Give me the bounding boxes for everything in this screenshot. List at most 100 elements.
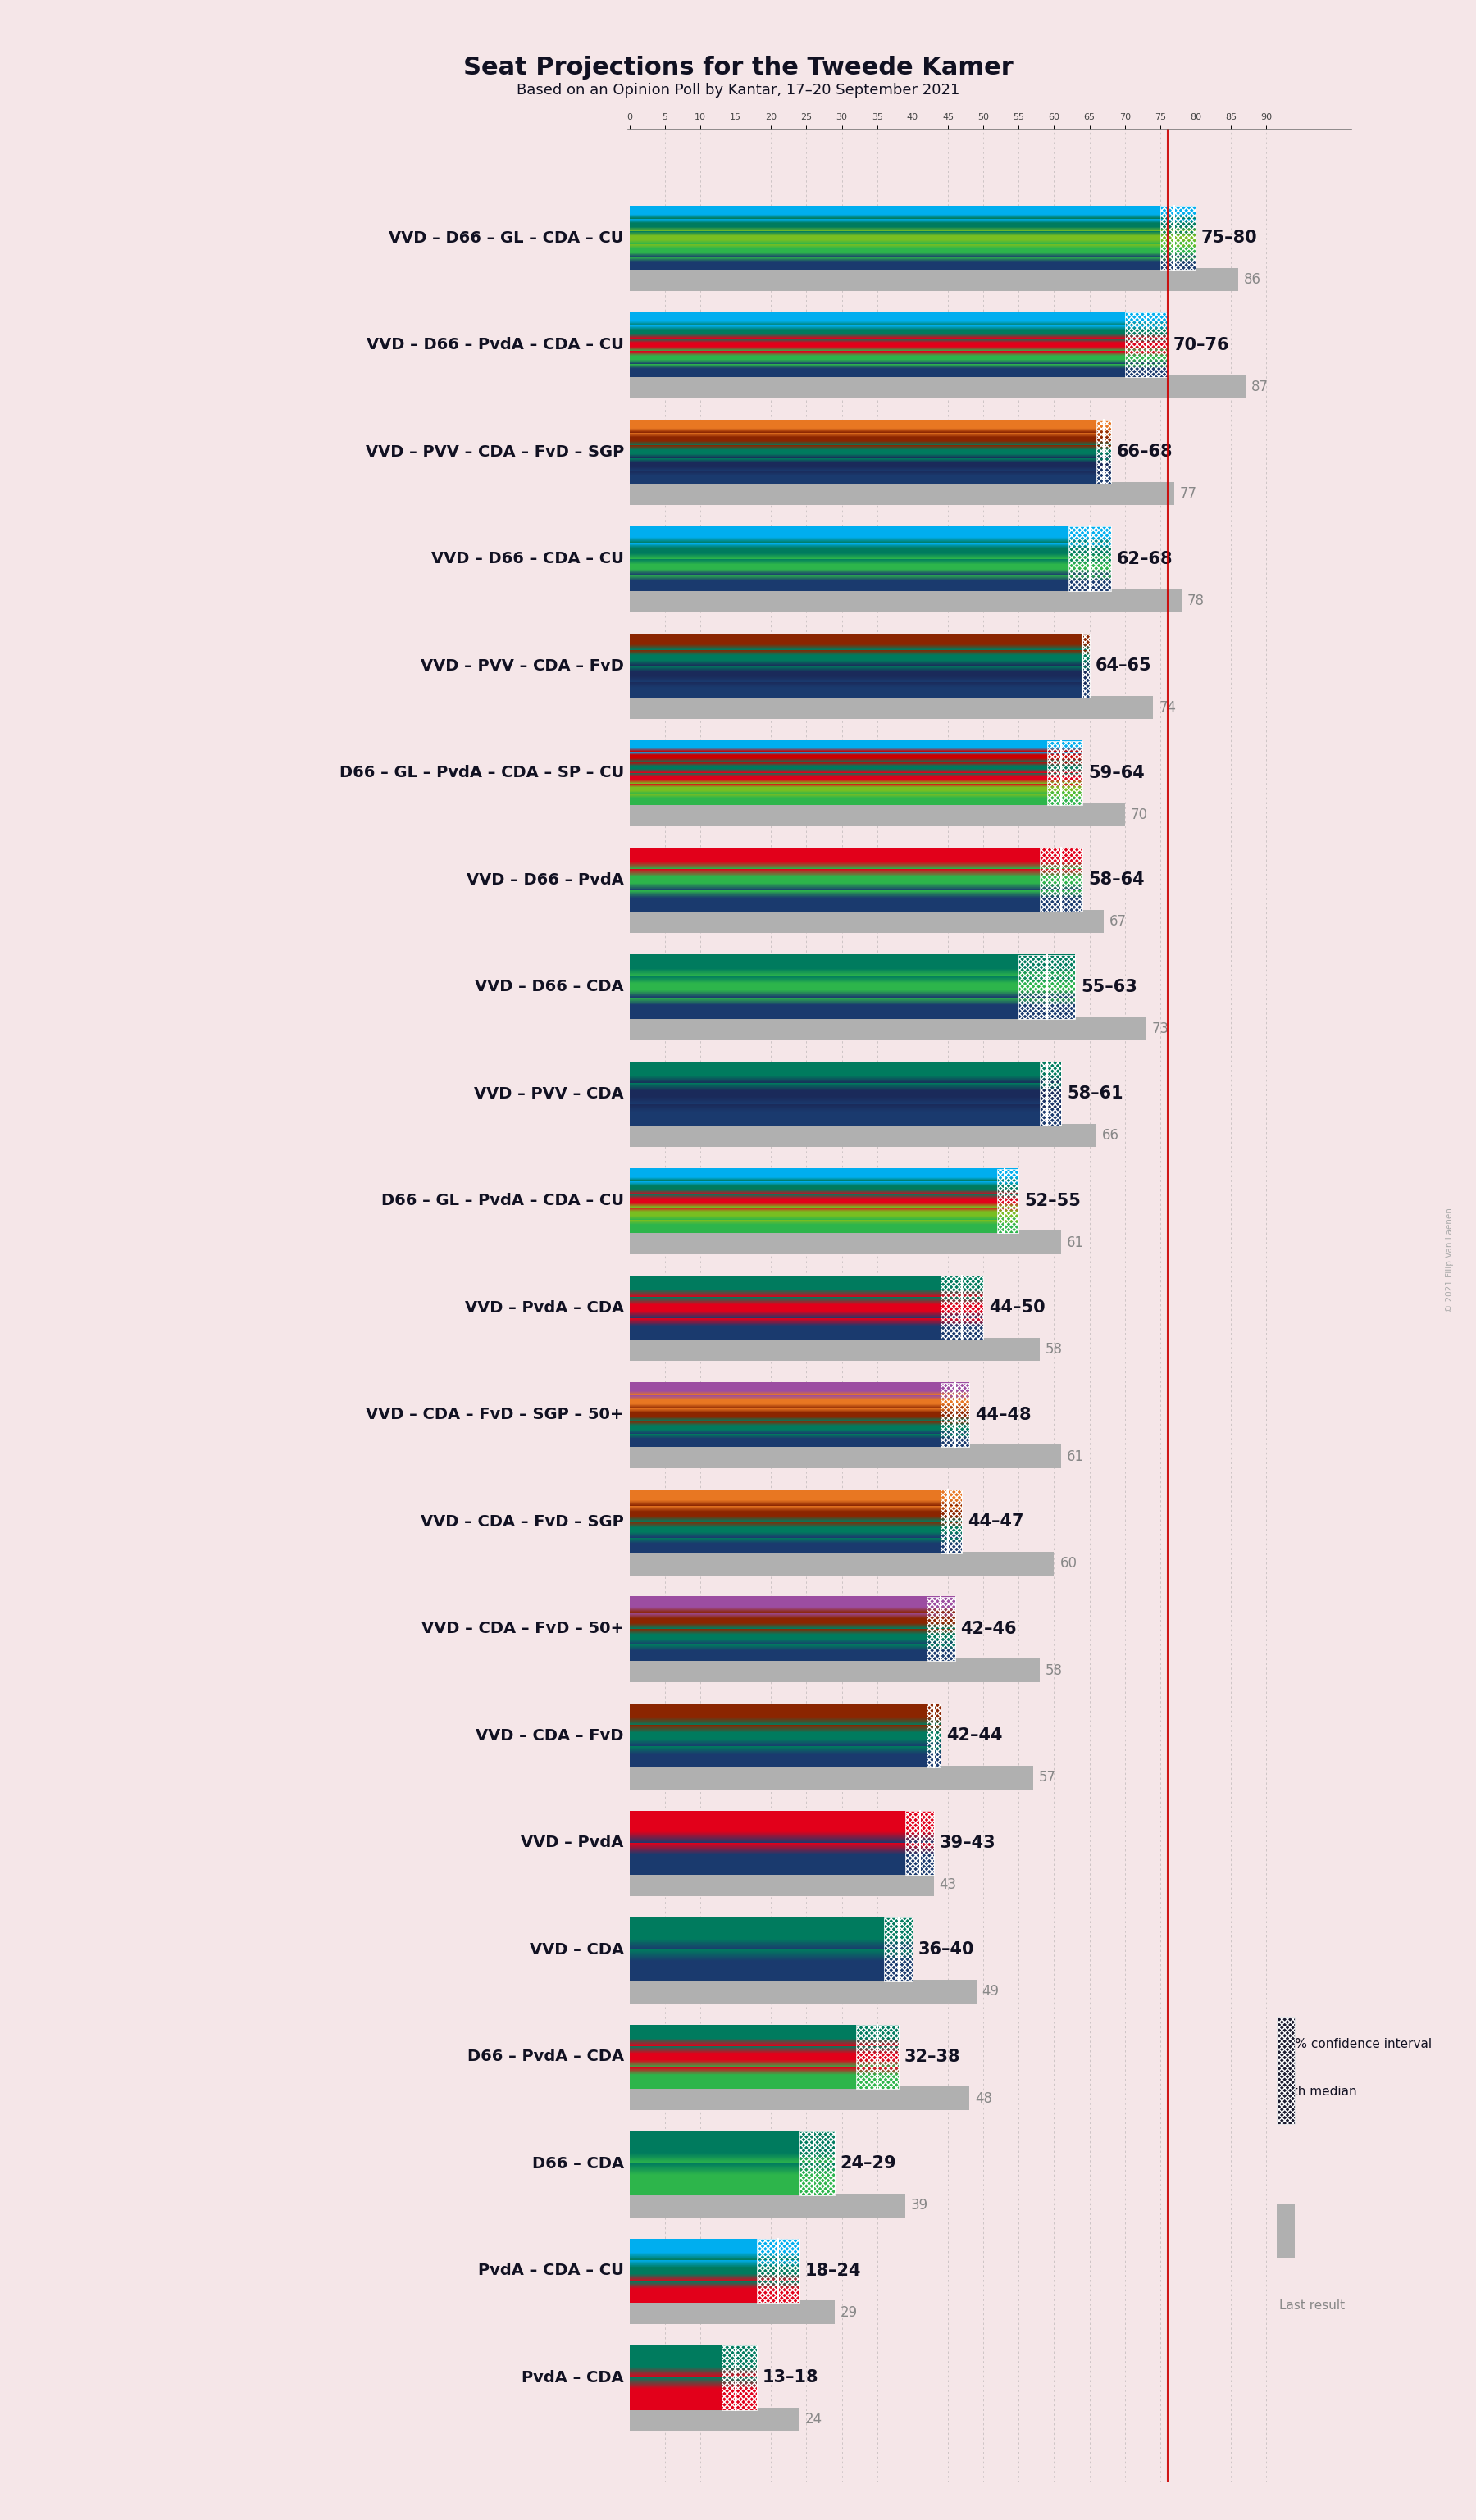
Text: 86: 86 xyxy=(1244,272,1261,287)
Text: 78: 78 xyxy=(1187,592,1204,607)
Text: Based on an Opinion Poll by Kantar, 17–20 September 2021: Based on an Opinion Poll by Kantar, 17–2… xyxy=(517,83,959,98)
Text: 48: 48 xyxy=(974,2092,992,2107)
Bar xyxy=(1097,421,1111,484)
Bar xyxy=(940,1489,962,1555)
Bar xyxy=(905,1809,934,1875)
Bar xyxy=(800,2132,835,2195)
Bar xyxy=(1125,312,1168,378)
Bar xyxy=(629,267,1238,292)
Bar xyxy=(1041,847,1082,912)
Text: 60: 60 xyxy=(1060,1555,1077,1570)
Text: 18–24: 18–24 xyxy=(804,2263,861,2278)
Text: © 2021 Filip Van Laenen: © 2021 Filip Van Laenen xyxy=(1445,1207,1454,1313)
Text: 70: 70 xyxy=(1131,806,1148,822)
Text: 70–76: 70–76 xyxy=(1173,338,1230,353)
Bar xyxy=(629,1444,1061,1469)
Bar xyxy=(629,1338,1041,1361)
Text: 95% confidence interval: 95% confidence interval xyxy=(1280,2039,1432,2049)
Text: VVD – CDA: VVD – CDA xyxy=(530,1943,624,1958)
Text: PvdA – CDA – CU: PvdA – CDA – CU xyxy=(478,2263,624,2278)
Bar xyxy=(629,804,1125,827)
Bar xyxy=(1277,2205,1294,2258)
Text: 29: 29 xyxy=(840,2306,858,2321)
Bar xyxy=(629,910,1104,932)
Text: 13–18: 13–18 xyxy=(763,2369,819,2386)
Text: 62–68: 62–68 xyxy=(1116,549,1172,567)
Text: 39–43: 39–43 xyxy=(939,1835,996,1850)
Text: 36–40: 36–40 xyxy=(918,1940,974,1958)
Bar xyxy=(927,1704,940,1769)
Text: Last result: Last result xyxy=(1280,2301,1345,2313)
Text: VVD – CDA – FvD – SGP – 50+: VVD – CDA – FvD – SGP – 50+ xyxy=(366,1406,624,1421)
Text: VVD – PVV – CDA – FvD – SGP: VVD – PVV – CDA – FvD – SGP xyxy=(366,444,624,459)
Text: VVD – PvdA – CDA: VVD – PvdA – CDA xyxy=(465,1300,624,1315)
Text: 87: 87 xyxy=(1250,378,1268,393)
Bar xyxy=(629,375,1246,398)
Text: VVD – CDA – FvD: VVD – CDA – FvD xyxy=(475,1729,624,1744)
Bar xyxy=(629,1124,1097,1147)
Text: 74: 74 xyxy=(1159,701,1176,716)
Text: 66–68: 66–68 xyxy=(1116,444,1172,461)
Text: VVD – D66 – PvdA – CDA – CU: VVD – D66 – PvdA – CDA – CU xyxy=(366,338,624,353)
Text: 58: 58 xyxy=(1045,1343,1063,1356)
Text: 44–50: 44–50 xyxy=(989,1300,1045,1315)
Text: 49: 49 xyxy=(982,1983,999,1998)
Bar xyxy=(629,1230,1061,1255)
Bar xyxy=(927,1598,955,1661)
Text: VVD – D66 – CDA: VVD – D66 – CDA xyxy=(475,978,624,995)
Bar xyxy=(722,2346,757,2409)
Bar xyxy=(629,590,1181,612)
Text: 32–38: 32–38 xyxy=(905,2049,961,2064)
Bar xyxy=(629,1981,976,2003)
Text: 75–80: 75–80 xyxy=(1201,229,1258,247)
Bar xyxy=(1069,527,1111,590)
Text: 67: 67 xyxy=(1110,915,1126,930)
Text: 43: 43 xyxy=(939,1877,956,1893)
Text: 61: 61 xyxy=(1067,1449,1085,1464)
Text: VVD – PvdA: VVD – PvdA xyxy=(521,1835,624,1850)
Text: 59–64: 59–64 xyxy=(1088,764,1144,781)
Bar xyxy=(1041,1061,1061,1126)
Bar xyxy=(1018,955,1076,1018)
Bar xyxy=(1277,2016,1294,2124)
Text: 42–44: 42–44 xyxy=(946,1729,1002,1744)
Bar xyxy=(629,481,1175,507)
Text: 44–47: 44–47 xyxy=(968,1515,1024,1530)
Text: with median: with median xyxy=(1280,2087,1356,2099)
Bar xyxy=(629,1552,1054,1575)
Bar xyxy=(884,1918,912,1981)
Bar xyxy=(629,2407,800,2432)
Text: 52–55: 52–55 xyxy=(1024,1192,1080,1210)
Text: D66 – CDA: D66 – CDA xyxy=(531,2157,624,2172)
Text: 58–61: 58–61 xyxy=(1067,1086,1123,1101)
Text: 57: 57 xyxy=(1039,1769,1055,1784)
Bar xyxy=(1160,207,1196,270)
Text: VVD – CDA – FvD – SGP: VVD – CDA – FvD – SGP xyxy=(421,1515,624,1530)
Bar xyxy=(757,2238,800,2303)
Text: 64–65: 64–65 xyxy=(1095,658,1151,673)
Text: D66 – GL – PvdA – CDA – CU: D66 – GL – PvdA – CDA – CU xyxy=(381,1192,624,1210)
Text: VVD – PVV – CDA: VVD – PVV – CDA xyxy=(474,1086,624,1101)
Text: 73: 73 xyxy=(1151,1021,1169,1036)
Text: 77: 77 xyxy=(1181,486,1197,501)
Text: VVD – CDA – FvD – 50+: VVD – CDA – FvD – 50+ xyxy=(421,1620,624,1635)
Text: D66 – PvdA – CDA: D66 – PvdA – CDA xyxy=(466,2049,624,2064)
Text: 39: 39 xyxy=(911,2197,928,2213)
Text: VVD – D66 – CDA – CU: VVD – D66 – CDA – CU xyxy=(431,552,624,567)
Bar xyxy=(1082,633,1089,698)
Text: 55–63: 55–63 xyxy=(1080,978,1138,995)
Bar xyxy=(629,1767,1033,1789)
Bar xyxy=(940,1275,983,1341)
Text: VVD – PVV – CDA – FvD: VVD – PVV – CDA – FvD xyxy=(421,658,624,673)
Text: PvdA – CDA: PvdA – CDA xyxy=(521,2369,624,2386)
Text: VVD – D66 – GL – CDA – CU: VVD – D66 – GL – CDA – CU xyxy=(388,229,624,244)
Bar xyxy=(1046,741,1082,804)
Text: 58: 58 xyxy=(1045,1663,1063,1678)
Bar xyxy=(629,696,1153,718)
Text: 24: 24 xyxy=(804,2412,822,2427)
Text: D66 – GL – PvdA – CDA – SP – CU: D66 – GL – PvdA – CDA – SP – CU xyxy=(339,766,624,781)
Text: 24–29: 24–29 xyxy=(840,2155,896,2172)
Bar xyxy=(629,1658,1041,1683)
Bar xyxy=(856,2024,899,2089)
Text: 44–48: 44–48 xyxy=(974,1406,1032,1424)
